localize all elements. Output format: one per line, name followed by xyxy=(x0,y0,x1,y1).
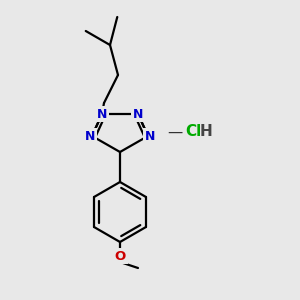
Text: —: — xyxy=(167,124,182,140)
Text: N: N xyxy=(145,130,155,142)
Text: N: N xyxy=(97,107,107,121)
Text: H: H xyxy=(200,124,213,140)
Text: N: N xyxy=(133,107,143,121)
Text: O: O xyxy=(114,250,126,262)
Text: N: N xyxy=(85,130,95,142)
Text: Cl: Cl xyxy=(185,124,201,140)
